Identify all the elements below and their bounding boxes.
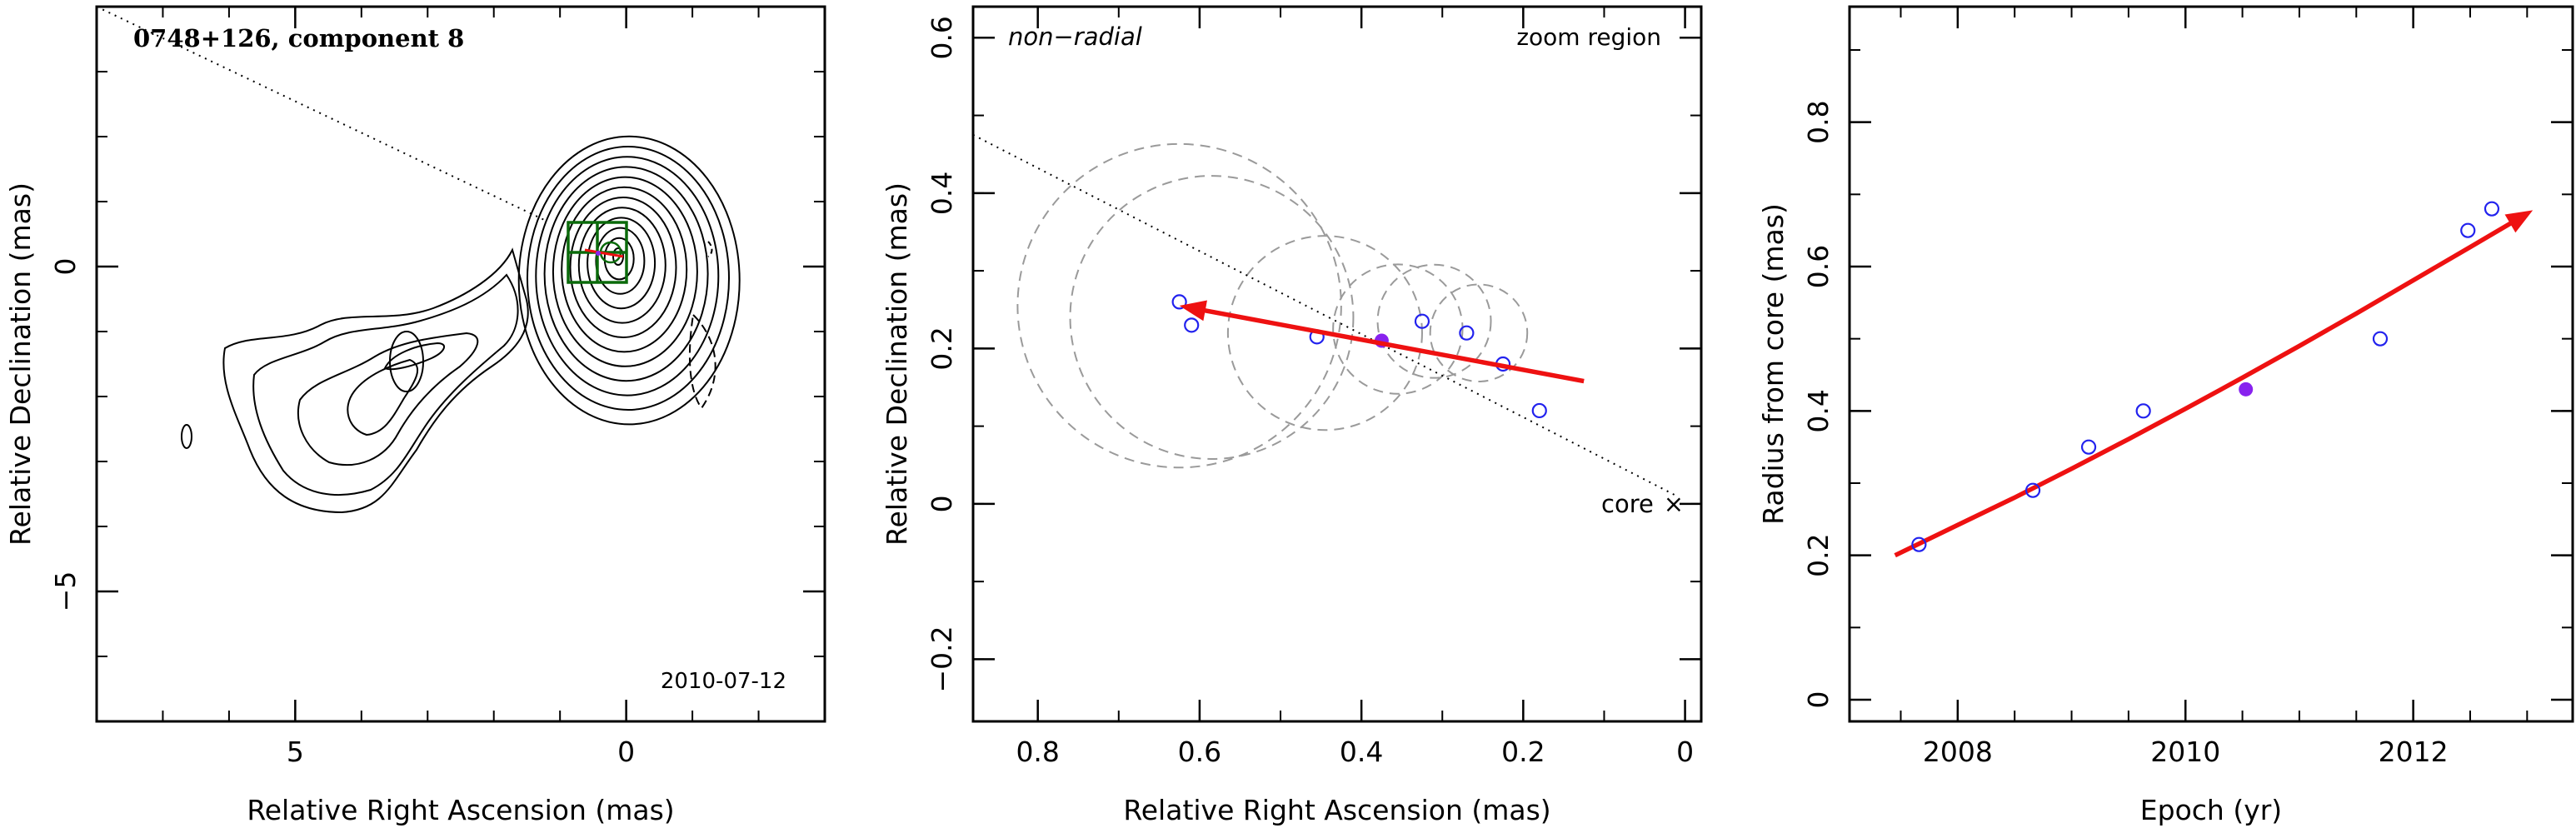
radius-y-tick-label: 0.8 bbox=[1802, 100, 1835, 143]
radius-y-tick-label: 0 bbox=[1802, 691, 1835, 709]
core-contour bbox=[603, 237, 635, 281]
radius-y-tick-label: 0.6 bbox=[1802, 245, 1835, 288]
jet-contour bbox=[383, 342, 445, 371]
component-size-circle bbox=[1016, 142, 1342, 469]
component-size-circle bbox=[1069, 175, 1355, 460]
jet-knot-contour bbox=[389, 331, 424, 392]
zoom-plot-frame bbox=[971, 5, 1703, 723]
radius-point bbox=[2484, 201, 2500, 217]
source-title: 0748+126, component 8 bbox=[133, 24, 464, 52]
contour-x-axis-title: Relative Right Ascension (mas) bbox=[247, 794, 674, 826]
zoom-y-axis-title: Relative Declination (mas) bbox=[881, 182, 913, 546]
zoom-region-label: zoom region bbox=[1516, 23, 1661, 51]
radius-x-tick-label: 2008 bbox=[1923, 736, 1993, 768]
jet-contour bbox=[252, 273, 519, 496]
zoom-x-tick-label: 0 bbox=[1676, 736, 1694, 768]
radius-point bbox=[2372, 331, 2389, 347]
zoom-y-tick-label: 0.2 bbox=[926, 327, 958, 370]
radius-point bbox=[2024, 482, 2041, 498]
velocity-arrow bbox=[1200, 307, 1585, 384]
core-contour bbox=[543, 166, 709, 382]
component-size-circle bbox=[1226, 235, 1423, 431]
zoom-y-tick-label: 0.6 bbox=[926, 16, 958, 59]
position-point bbox=[1171, 294, 1187, 310]
zoom-x-tick-label: 0.2 bbox=[1501, 736, 1545, 768]
core-contour bbox=[577, 207, 666, 324]
fit-curve-arrow-head bbox=[2504, 210, 2534, 233]
zoom-x-tick-label: 0.8 bbox=[1016, 736, 1059, 768]
radius-y-tick-label: 0.4 bbox=[1802, 389, 1835, 432]
contour-panel: 5 0 0 −5 0748+126, component 8 2010-07-12 R… bbox=[4, 5, 826, 826]
jet-contour bbox=[297, 332, 479, 466]
radius-plot-frame bbox=[1848, 5, 2574, 723]
radius-panel: 2008 2010 2012 0 0.2 0.4 0.6 0.8 Epoch (yr) Rad… bbox=[1757, 5, 2574, 826]
direction-line bbox=[973, 133, 1678, 497]
radius-x-tick-label: 2010 bbox=[2150, 736, 2220, 768]
zoom-x-tick-label: 0.6 bbox=[1178, 736, 1221, 768]
position-point bbox=[1459, 325, 1475, 341]
component-marker bbox=[596, 251, 601, 256]
radius-point bbox=[2080, 439, 2097, 455]
radius-y-axis-title: Radius from core (mas) bbox=[1757, 203, 1790, 525]
contour-y-tick-label: 0 bbox=[49, 258, 82, 276]
core-contour bbox=[587, 217, 656, 310]
component-size-circle bbox=[1376, 263, 1492, 379]
negative-contour bbox=[688, 312, 716, 410]
radius-point bbox=[2135, 403, 2151, 419]
component-size-circle bbox=[1332, 263, 1464, 395]
position-point bbox=[1414, 313, 1430, 329]
core-contour bbox=[527, 146, 730, 411]
core-contour bbox=[517, 135, 741, 426]
velocity-arrow-head bbox=[1179, 300, 1207, 322]
position-point bbox=[1531, 402, 1547, 419]
component-size-circle bbox=[1429, 283, 1529, 382]
core-contour bbox=[569, 197, 677, 338]
non-radial-label: non−radial bbox=[1008, 22, 1142, 51]
contour-plot-frame bbox=[95, 5, 826, 723]
contour-y-tick-label: −5 bbox=[49, 571, 82, 612]
zoom-y-tick-label: 0.4 bbox=[926, 172, 958, 215]
core-contour bbox=[561, 186, 688, 353]
observation-date: 2010-07-12 bbox=[661, 669, 786, 694]
current-epoch-point bbox=[2239, 382, 2254, 397]
radius-x-tick-label: 2012 bbox=[2379, 736, 2449, 768]
negative-contour bbox=[707, 241, 713, 257]
contour-y-axis-title: Relative Declination (mas) bbox=[4, 182, 37, 546]
contour-x-tick-label: 0 bbox=[617, 736, 635, 768]
motion-vector-small bbox=[584, 248, 624, 258]
radius-point bbox=[1911, 536, 1927, 552]
zoom-x-tick-label: 0.4 bbox=[1340, 736, 1383, 768]
position-point bbox=[1184, 317, 1200, 333]
radius-x-axis-title: Epoch (yr) bbox=[2140, 794, 2282, 826]
core-contour bbox=[552, 176, 698, 367]
jet-contour bbox=[222, 247, 529, 514]
zoom-y-tick-label: −0.2 bbox=[926, 626, 958, 692]
jet-contour bbox=[347, 358, 419, 436]
zoom-y-tick-label: 0 bbox=[926, 495, 958, 512]
radius-y-tick-label: 0.2 bbox=[1802, 533, 1835, 576]
zoom-x-axis-title: Relative Right Ascension (mas) bbox=[1123, 794, 1550, 826]
fit-curve bbox=[1894, 220, 2514, 558]
zoom-panel: core × 0.8 0.6 0.4 0.2 00.60.40.20−0.2 non−ra… bbox=[881, 5, 1703, 826]
core-label: core bbox=[1601, 490, 1654, 518]
core-contour bbox=[535, 156, 720, 397]
radius-point bbox=[2460, 222, 2476, 238]
isolated-contour bbox=[181, 424, 192, 449]
contour-x-tick-label: 5 bbox=[287, 736, 304, 768]
